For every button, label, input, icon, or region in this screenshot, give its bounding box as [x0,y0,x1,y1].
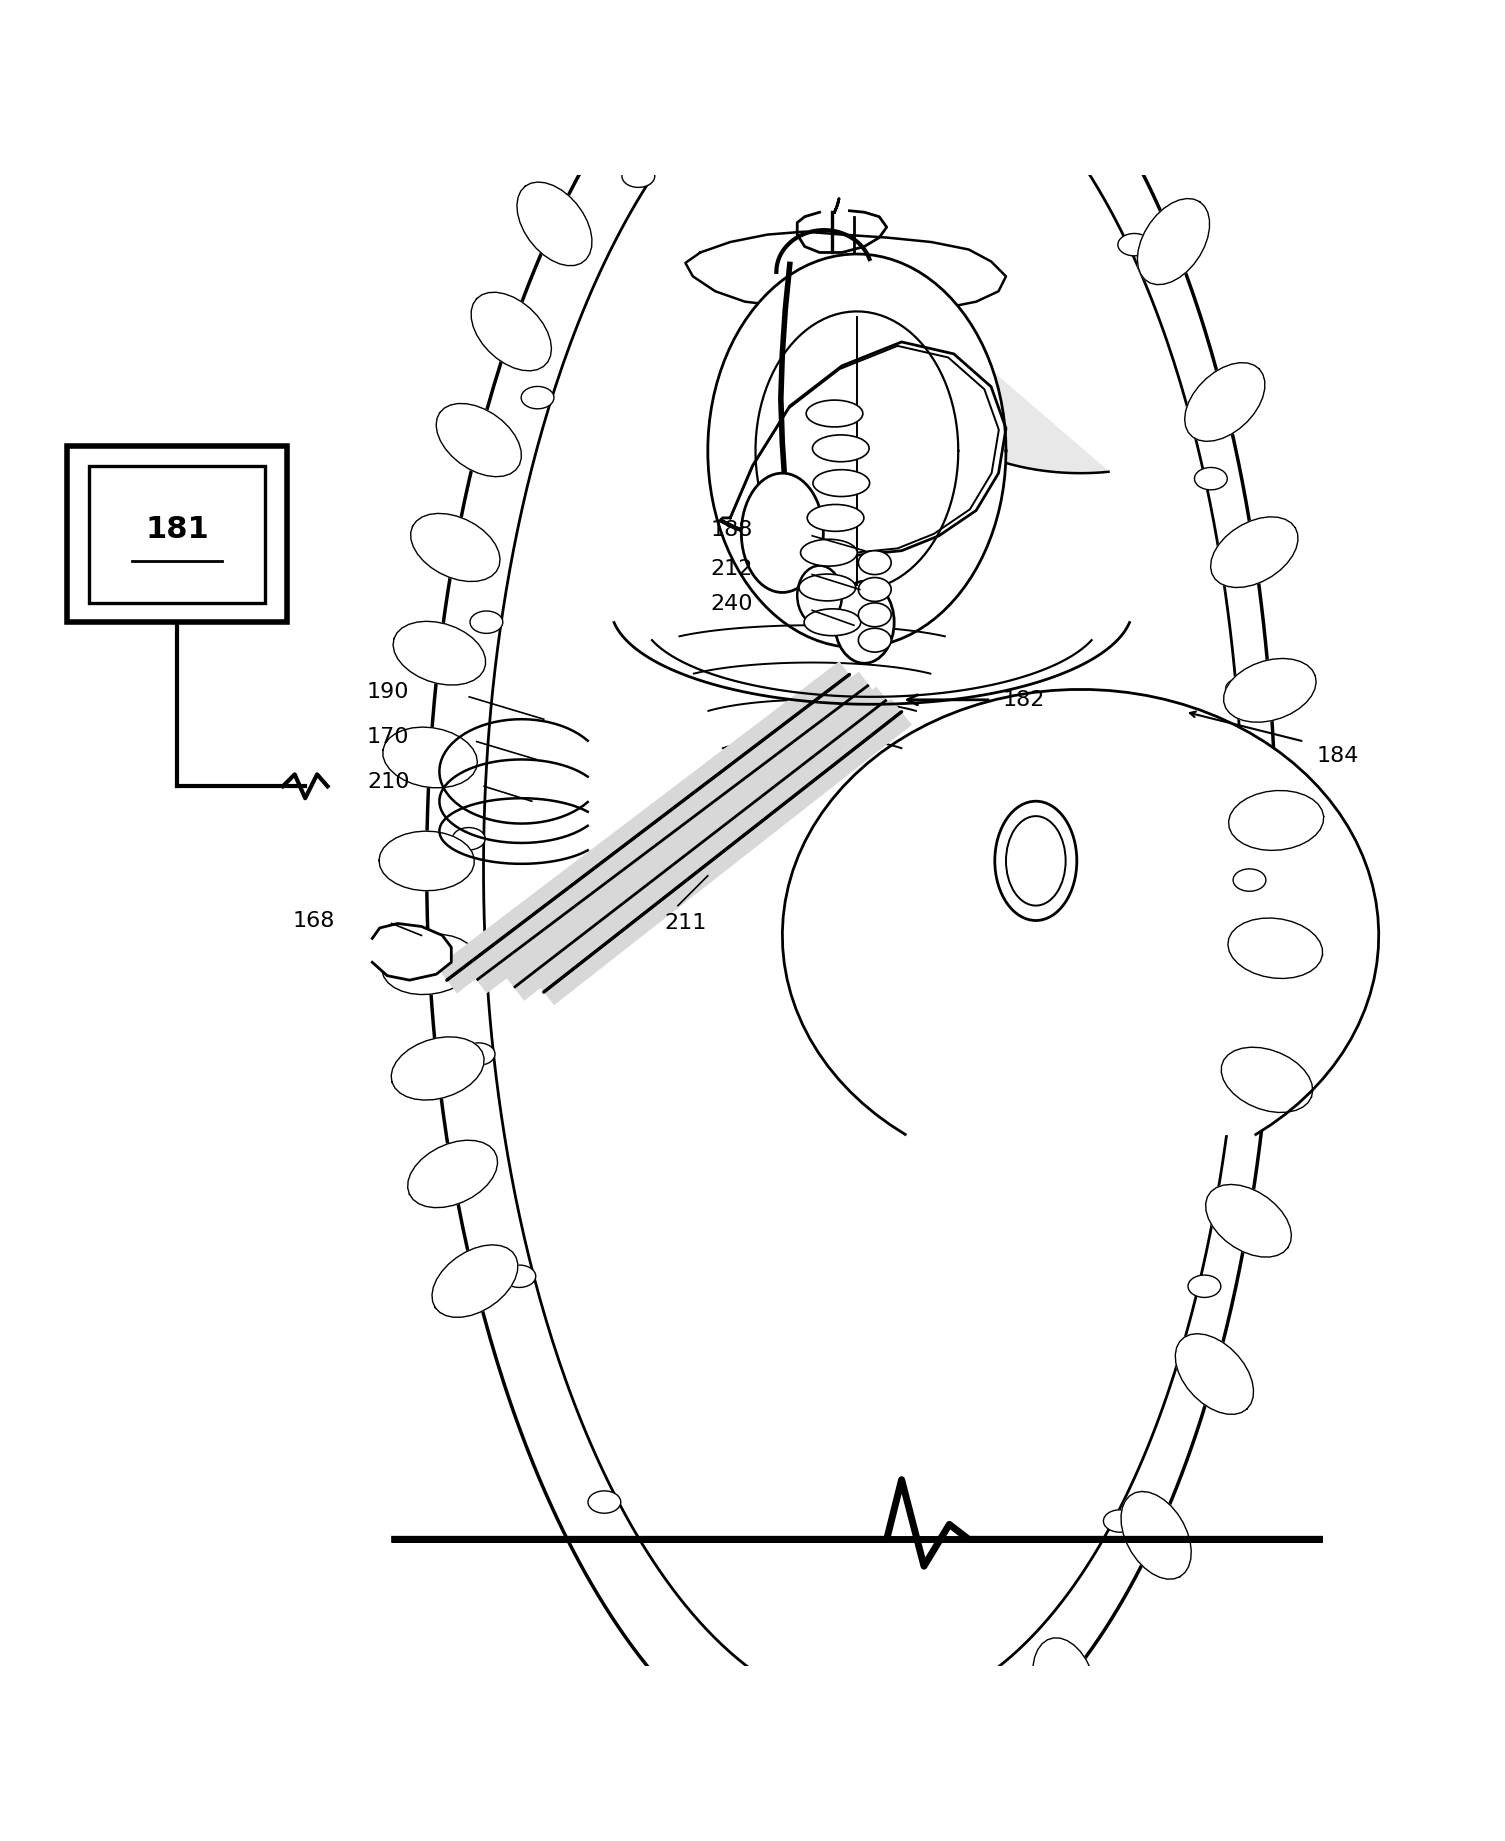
Text: 190: 190 [367,683,409,703]
Text: 188: 188 [710,519,752,539]
Polygon shape [1210,517,1297,587]
Polygon shape [707,254,1005,648]
Polygon shape [382,727,477,788]
Text: 210: 210 [367,771,409,792]
Ellipse shape [1195,468,1227,490]
Text: 181: 181 [144,515,209,545]
Polygon shape [1121,1491,1192,1580]
Text: 212: 212 [710,558,752,578]
Ellipse shape [858,578,891,602]
Polygon shape [1138,199,1210,285]
Ellipse shape [807,399,862,427]
FancyBboxPatch shape [66,446,287,622]
Ellipse shape [801,539,858,567]
Polygon shape [1222,1048,1312,1112]
Ellipse shape [1233,869,1266,891]
Polygon shape [783,690,1379,1134]
Ellipse shape [1103,1510,1136,1532]
Polygon shape [372,924,452,979]
Ellipse shape [858,550,891,574]
Ellipse shape [804,609,861,635]
Polygon shape [382,933,477,994]
Ellipse shape [858,628,891,652]
Polygon shape [1206,1184,1291,1257]
Ellipse shape [799,574,856,600]
Ellipse shape [807,504,864,532]
Ellipse shape [462,1042,495,1066]
Ellipse shape [813,469,870,497]
Ellipse shape [798,565,841,626]
Ellipse shape [1225,677,1258,700]
Ellipse shape [1187,1276,1221,1298]
Ellipse shape [787,15,820,39]
Ellipse shape [521,387,554,409]
Polygon shape [436,403,521,477]
Text: 240: 240 [710,595,752,615]
Ellipse shape [995,801,1076,920]
Ellipse shape [834,582,894,663]
Text: 184: 184 [1317,746,1359,766]
Polygon shape [427,0,1276,1793]
Ellipse shape [858,602,891,626]
Text: 170: 170 [367,727,409,747]
Polygon shape [411,514,500,582]
Ellipse shape [736,1672,769,1694]
Polygon shape [1175,1333,1254,1414]
Ellipse shape [742,473,823,593]
Ellipse shape [1118,234,1151,256]
Polygon shape [516,182,591,265]
Text: 182: 182 [1002,690,1046,711]
Polygon shape [471,293,551,370]
Polygon shape [719,342,1005,556]
Polygon shape [1032,1638,1096,1731]
Polygon shape [1184,363,1264,442]
Ellipse shape [1005,816,1066,906]
Polygon shape [575,77,646,166]
Ellipse shape [622,166,655,188]
Polygon shape [1228,790,1324,851]
Ellipse shape [470,611,503,633]
Ellipse shape [966,39,998,61]
Ellipse shape [1224,1062,1257,1084]
Polygon shape [1228,919,1323,979]
Text: 168: 168 [292,911,336,930]
Ellipse shape [503,1265,536,1287]
Polygon shape [393,620,486,685]
Polygon shape [408,1140,498,1208]
Polygon shape [391,1036,485,1101]
Polygon shape [901,311,1109,473]
Polygon shape [1224,659,1317,722]
Text: 211: 211 [664,913,706,933]
Polygon shape [432,1245,518,1316]
FancyBboxPatch shape [89,466,265,602]
Ellipse shape [453,828,485,851]
Polygon shape [379,830,474,891]
Ellipse shape [813,434,868,462]
Ellipse shape [588,1491,620,1513]
Polygon shape [685,232,1005,313]
